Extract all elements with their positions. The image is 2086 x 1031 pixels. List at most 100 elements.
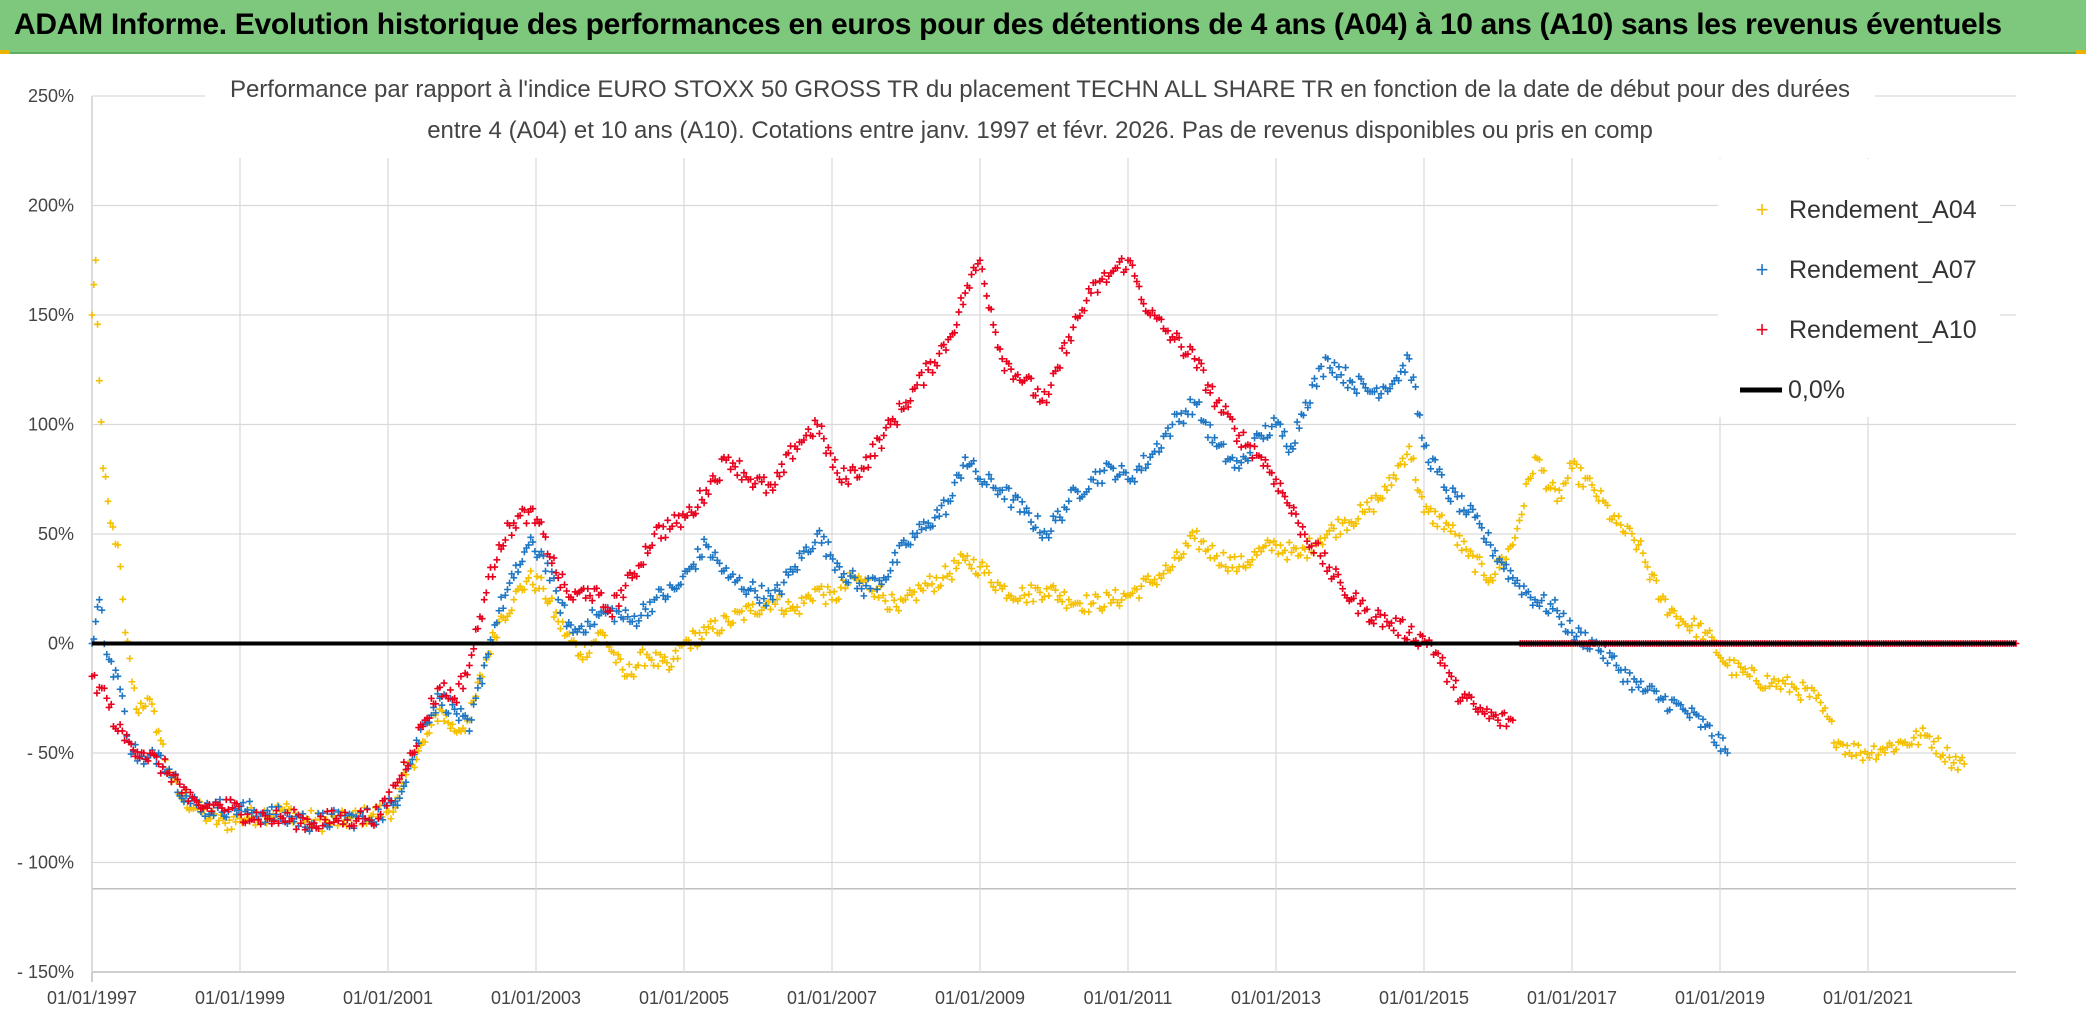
- data-point-marker: [107, 519, 114, 527]
- data-point-marker: [584, 618, 592, 625]
- data-point-marker: [92, 256, 100, 264]
- data-point-marker: [1635, 683, 1642, 691]
- data-point-marker: [1270, 537, 1278, 545]
- data-point-marker: [208, 807, 215, 815]
- data-point-marker: [520, 586, 528, 594]
- data-point-marker: [499, 604, 507, 612]
- data-point-marker: [1403, 351, 1411, 359]
- data-point-marker: [974, 475, 982, 483]
- data-point-marker: [820, 435, 828, 443]
- data-point-marker: [1328, 521, 1335, 529]
- data-point-marker: [1954, 766, 1962, 774]
- data-point-marker: [88, 311, 96, 319]
- data-point-marker: [625, 660, 633, 668]
- data-point-marker: [1478, 524, 1486, 532]
- data-point-marker: [983, 292, 991, 300]
- data-point-marker: [1797, 696, 1805, 704]
- data-point-marker: [1038, 397, 1046, 405]
- data-point-marker: [878, 444, 885, 452]
- data-point-marker: [875, 577, 883, 584]
- data-point-marker: [924, 519, 932, 527]
- data-point-marker: [1326, 364, 1334, 372]
- data-point-marker: [648, 541, 656, 549]
- data-point-marker: [535, 585, 543, 592]
- data-point-marker: [705, 623, 712, 631]
- data-point-marker: [1440, 483, 1448, 491]
- data-point-marker: [780, 468, 788, 476]
- data-point-marker: [512, 561, 520, 569]
- data-point-marker: [1717, 747, 1725, 755]
- data-point-marker: [520, 548, 528, 556]
- data-point-marker: [918, 369, 925, 376]
- data-point-marker: [257, 820, 265, 828]
- data-point-marker: [1151, 576, 1159, 583]
- data-point-marker: [178, 789, 186, 797]
- data-point-marker: [1292, 545, 1300, 552]
- data-point-marker: [1373, 384, 1381, 392]
- data-point-marker: [363, 806, 371, 813]
- data-point-marker: [261, 818, 269, 826]
- data-point-marker: [246, 798, 254, 805]
- data-point-marker: [1433, 523, 1441, 530]
- data-point-marker: [1445, 669, 1453, 677]
- data-point-marker: [1418, 493, 1426, 501]
- data-point-marker: [913, 381, 921, 389]
- data-point-marker: [1114, 264, 1121, 272]
- data-point-marker: [820, 591, 827, 599]
- data-point-marker: [881, 597, 889, 605]
- data-point-marker: [727, 465, 735, 473]
- data-point-marker: [1549, 605, 1557, 613]
- data-point-marker: [635, 617, 643, 625]
- data-point-marker: [1390, 471, 1398, 479]
- data-point-marker: [663, 659, 671, 667]
- data-point-marker: [804, 591, 812, 599]
- data-point-marker: [1806, 693, 1813, 701]
- data-point-marker: [212, 799, 220, 806]
- data-point-marker: [924, 366, 932, 374]
- data-point-marker: [942, 346, 950, 354]
- data-point-marker: [1005, 360, 1013, 368]
- data-point-marker: [655, 522, 663, 529]
- data-point-marker: [216, 801, 224, 808]
- data-point-marker: [144, 757, 152, 765]
- data-point-marker: [440, 679, 448, 687]
- data-point-marker: [633, 572, 641, 580]
- data-point-marker: [1606, 649, 1614, 657]
- data-point-marker: [751, 480, 759, 487]
- data-point-marker: [1204, 546, 1212, 553]
- data-point-marker: [1173, 329, 1181, 337]
- data-point-marker: [875, 594, 883, 602]
- data-point-marker: [146, 695, 154, 703]
- data-point-marker: [1507, 567, 1514, 575]
- data-point-marker: [966, 561, 973, 568]
- data-point-marker: [1052, 517, 1059, 524]
- data-point-marker: [844, 480, 852, 488]
- data-point-marker: [1065, 497, 1073, 505]
- data-point-marker: [782, 607, 790, 615]
- data-point-marker: [633, 622, 641, 630]
- data-point-marker: [1001, 582, 1008, 590]
- data-point-marker: [851, 466, 859, 474]
- data-point-marker: [1613, 519, 1620, 527]
- data-point-marker: [1624, 678, 1631, 685]
- data-point-marker: [510, 574, 518, 582]
- data-point-marker: [531, 587, 539, 594]
- data-point-marker: [341, 809, 349, 816]
- data-point-marker: [1255, 544, 1263, 552]
- data-point-marker: [1007, 592, 1015, 600]
- data-point-marker: [1047, 381, 1055, 389]
- data-point-marker: [1142, 576, 1150, 584]
- data-point-marker: [310, 819, 318, 827]
- data-point-marker: [1677, 615, 1685, 623]
- data-point-marker: [1137, 296, 1145, 303]
- data-point-marker: [1262, 542, 1269, 550]
- data-point-marker: [1708, 732, 1716, 740]
- data-point-marker: [1661, 693, 1669, 700]
- data-point-marker: [537, 548, 545, 556]
- data-point-marker: [252, 808, 260, 816]
- data-point-marker: [1001, 495, 1008, 503]
- data-point-marker: [1372, 492, 1380, 500]
- data-point-marker: [136, 754, 143, 762]
- data-point-marker: [396, 794, 404, 802]
- data-point-marker: [987, 475, 995, 483]
